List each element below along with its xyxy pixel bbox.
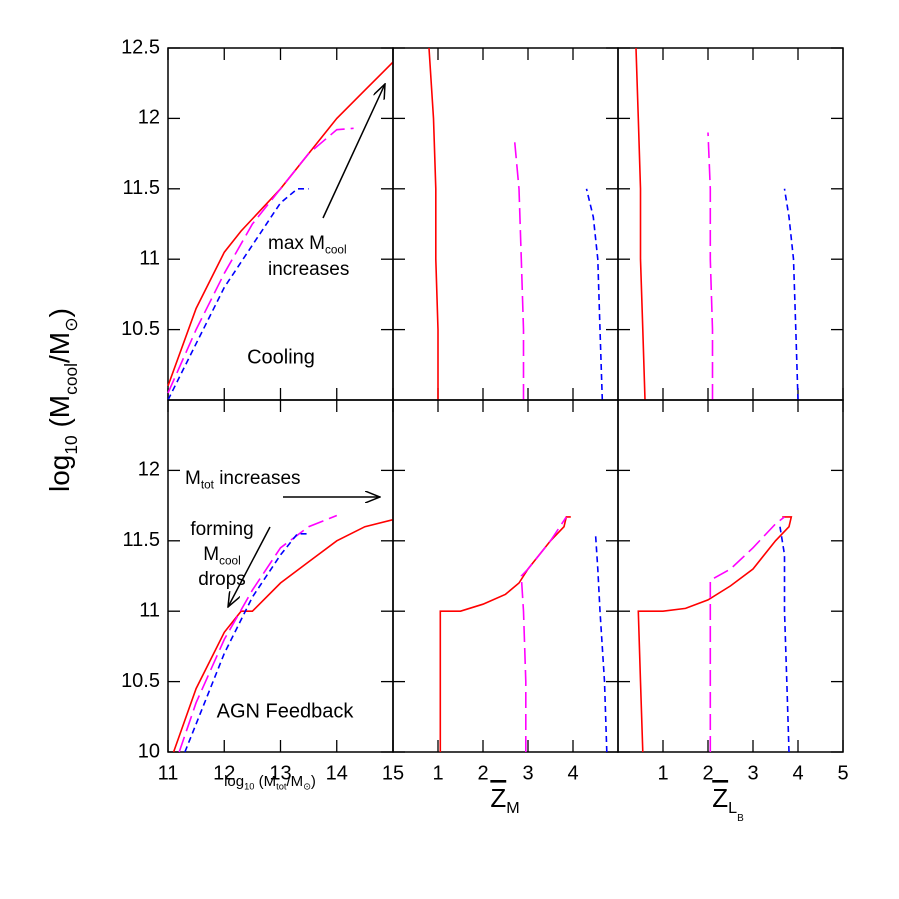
y-tick-label: 12 (138, 459, 160, 481)
series-line (439, 516, 571, 752)
series-line (184, 533, 309, 753)
annotation: Mcool (203, 544, 240, 568)
label-part: Z (490, 783, 506, 813)
label-part: log (44, 455, 75, 492)
label-part: ⊙ (303, 782, 311, 792)
label-part: Z (712, 783, 728, 813)
label-part: cool (325, 244, 347, 257)
y-tick-label: 10 (138, 740, 160, 762)
label-part: M (203, 544, 219, 565)
y-tick-label: 10.5 (121, 318, 160, 340)
x-tick-label: 2 (477, 762, 488, 784)
series-line (783, 188, 799, 401)
series-line (585, 188, 604, 401)
label-part: ) (44, 308, 75, 317)
x-tick-label: 1 (657, 762, 668, 784)
label-part: /M (286, 773, 303, 790)
annotation: increases (268, 259, 349, 280)
series-line (178, 514, 338, 753)
y-tick-label: 11 (139, 599, 160, 621)
series-line (167, 188, 309, 401)
annotation: max Mcool (268, 233, 347, 257)
x-tick-label: 11 (158, 762, 179, 784)
label-part: tot (276, 782, 287, 792)
y-axis-label: log10 (Mcool/M⊙) (44, 308, 80, 492)
y-tick-label: 12 (138, 107, 160, 129)
label-part: ) (311, 773, 316, 790)
panel-label: AGN Feedback (217, 700, 355, 722)
label-part: increases (214, 468, 301, 489)
label-part: drops (198, 569, 246, 590)
label-part: 10 (244, 782, 254, 792)
label-part: (M (254, 773, 276, 790)
series-line (513, 139, 525, 400)
series-line (172, 518, 394, 753)
x-tick-label: 14 (326, 762, 348, 784)
series-line (779, 526, 790, 753)
panel-frame (392, 47, 619, 401)
label-part: ⊙ (60, 317, 80, 332)
label-part: forming (190, 519, 253, 540)
arrow (322, 84, 385, 219)
label-part: cool (219, 555, 241, 568)
label-part: M (185, 468, 201, 489)
panel-frame (617, 399, 844, 753)
annotation: drops (198, 569, 246, 590)
x-tick-label: 3 (747, 762, 758, 784)
panel-label: Cooling (247, 346, 315, 368)
y-tick-label: 12.5 (121, 36, 160, 58)
x-tick-label: 3 (522, 762, 533, 784)
x-tick-label: 15 (382, 762, 404, 784)
label-part: M (506, 799, 519, 817)
x-tick-label: 4 (567, 762, 578, 784)
label-part: cool (60, 363, 80, 395)
x-axis-label: ZM (490, 783, 519, 817)
y-tick-label: 11.5 (123, 177, 160, 199)
series-line (167, 61, 394, 387)
series-line (635, 47, 646, 401)
label-part: B (737, 813, 744, 824)
y-tick-label: 11 (139, 247, 160, 269)
label-part: (M (44, 395, 75, 435)
x-tick-label: 12 (213, 762, 235, 784)
series-line (707, 132, 714, 400)
x-tick-label: 1 (432, 762, 443, 784)
series-line (428, 47, 439, 400)
annotation: forming (190, 519, 253, 540)
panel-frame (392, 399, 619, 753)
x-tick-label: 4 (792, 762, 803, 784)
annotation: Mtot increases (185, 468, 301, 492)
arrow (228, 526, 271, 607)
series-line (709, 516, 785, 752)
series-line (594, 533, 608, 753)
y-tick-label: 10.5 (121, 670, 160, 692)
x-axis-label: ZLB (712, 783, 744, 824)
label-part: max M (268, 233, 325, 254)
x-tick-label: 13 (269, 762, 291, 784)
label-part: tot (201, 479, 215, 492)
panel-frame (617, 47, 844, 401)
label-part: log (224, 773, 244, 790)
label-part: 10 (60, 435, 80, 454)
x-tick-label: 2 (702, 762, 713, 784)
x-tick-label: 5 (837, 762, 848, 784)
label-part: /M (44, 332, 75, 363)
x-axis-label: log10 (Mtot/M⊙) (224, 773, 316, 792)
label-part: L (728, 799, 737, 817)
series-line (520, 516, 567, 752)
series-line (637, 516, 793, 753)
y-tick-label: 11.5 (123, 529, 160, 551)
label-part: increases (268, 259, 349, 280)
series-line (167, 127, 354, 394)
